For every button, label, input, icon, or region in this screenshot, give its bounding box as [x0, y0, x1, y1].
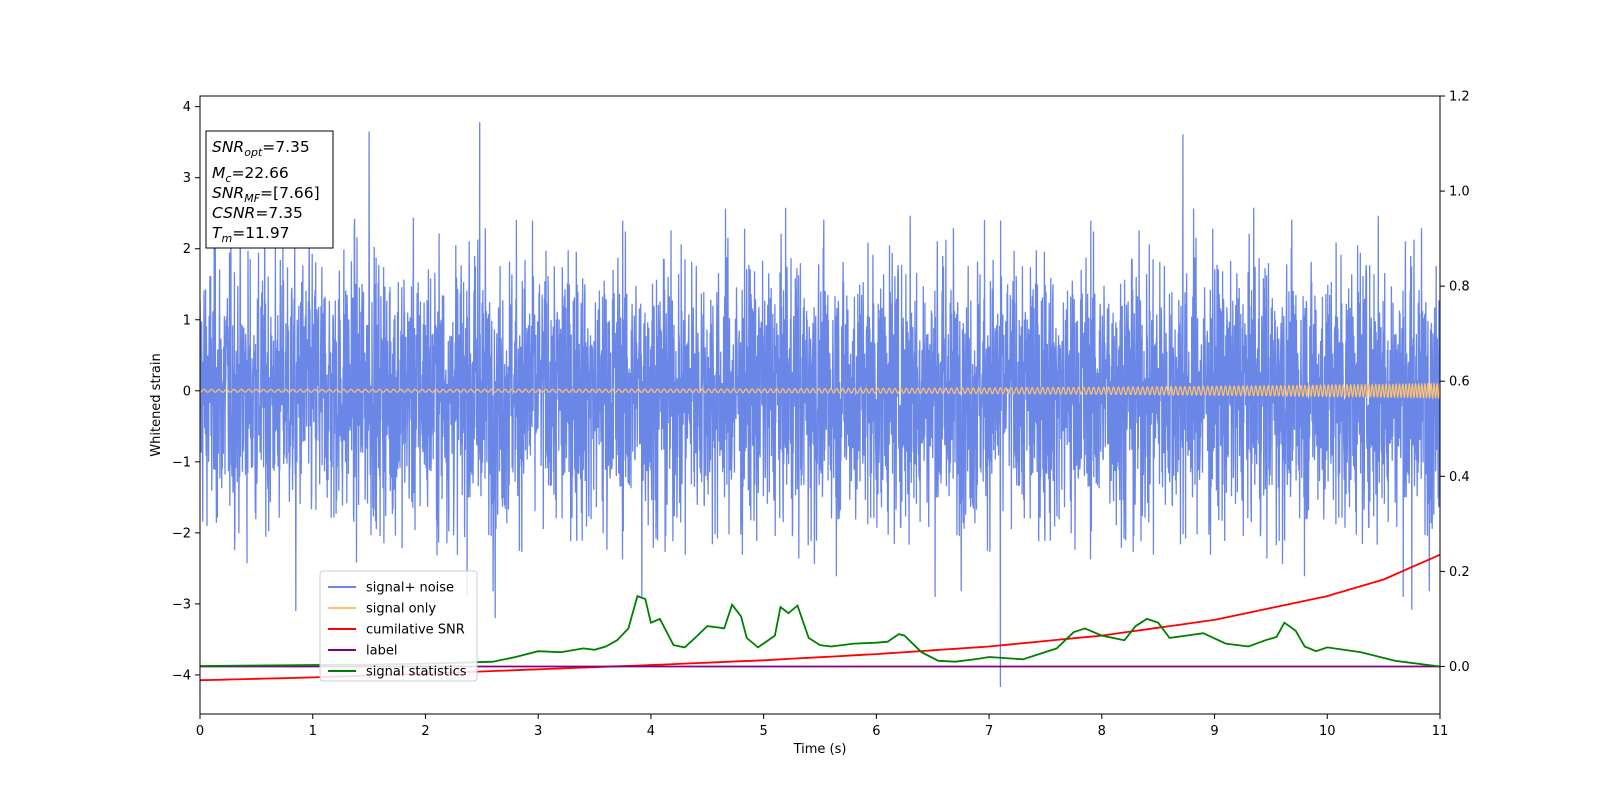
annotation-line: SNRMF=[7.66] [212, 184, 320, 205]
x-tick-label: 10 [1319, 724, 1336, 739]
y2-tick-label: 0.0 [1449, 660, 1470, 675]
annotation-frame [205, 130, 334, 249]
annotation-line: SNRopt=7.35 [212, 138, 310, 159]
legend-entry: signal statistics [366, 665, 467, 680]
y2-tick-label: 0.8 [1449, 280, 1470, 295]
legend-frame [319, 570, 478, 682]
x-tick-label: 2 [421, 724, 429, 739]
y-axis-label: Whitened strain [149, 353, 164, 456]
legend-entry: signal only [366, 602, 436, 617]
y-tick-label: −1 [172, 455, 191, 470]
x-tick-label: 0 [196, 724, 204, 739]
y-tick-label: −4 [172, 668, 191, 683]
legend-entry: cumilative SNR [366, 623, 465, 638]
legend-entry: label [366, 644, 397, 659]
annotation-line: Tm=11.97 [212, 224, 290, 245]
annotation-line: CSNR=7.35 [212, 204, 303, 222]
y-tick-label: 2 [183, 242, 191, 257]
x-tick-label: 4 [647, 724, 655, 739]
annotation-box: SNRopt=7.35 Mc=22.66SNRMF=[7.66]CSNR=7.35… [205, 130, 334, 249]
x-tick-label: 7 [985, 724, 993, 739]
y2-tick-label: 0.6 [1449, 375, 1470, 390]
plot-frame [199, 95, 1441, 715]
y-tick-label: 0 [183, 384, 191, 399]
x-tick-label: 1 [309, 724, 317, 739]
x-tick-label: 6 [872, 724, 880, 739]
legend: signal+ noise signal only cumilative SNR la… [319, 570, 478, 682]
y-tick-label: −3 [172, 597, 191, 612]
x-axis-label: Time (s) [793, 742, 847, 757]
series-signal-only-line [200, 381, 1440, 400]
y-tick-label: 3 [183, 171, 191, 186]
x-tick-label: 9 [1210, 724, 1218, 739]
ticks-layer: 0 1 2 3 4 5 6 7 8 9 10 11 −4 −3 −2 −1 0 1 2 3 4 0.0 0.2 0.4 0.6 0… [172, 90, 1470, 740]
x-tick-label: 5 [759, 724, 767, 739]
y2-tick-label: 0.4 [1449, 470, 1470, 485]
y2-tick-label: 1.0 [1449, 185, 1470, 200]
series-signal-noise-line [200, 122, 1440, 688]
series-signal-statistics-line [200, 594, 1440, 668]
y-tick-label: −2 [172, 526, 191, 541]
x-tick-label: 11 [1432, 724, 1449, 739]
x-tick-label: 3 [534, 724, 542, 739]
y2-tick-label: 1.2 [1449, 90, 1470, 105]
legend-entry: signal+ noise [366, 581, 454, 596]
x-tick-label: 8 [1098, 724, 1106, 739]
y-tick-label: 4 [183, 100, 191, 115]
y-tick-label: 1 [183, 313, 191, 328]
annotation-line: Mc=22.66 [212, 164, 289, 185]
y2-tick-label: 0.2 [1449, 565, 1470, 580]
